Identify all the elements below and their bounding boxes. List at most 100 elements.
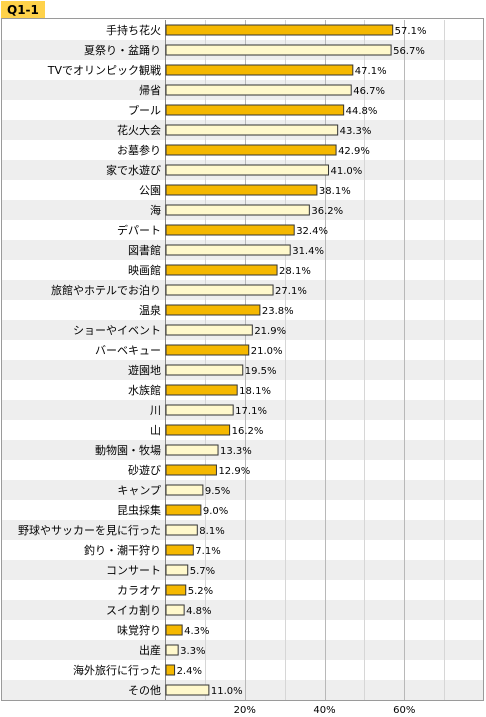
value-label: 42.9% (338, 146, 370, 157)
category-label: 温泉 (139, 303, 161, 317)
bar (165, 584, 187, 596)
category-label: 山 (150, 424, 161, 437)
bar (165, 664, 176, 676)
row-background (1, 400, 484, 420)
value-label: 2.4% (177, 666, 202, 677)
value-label: 27.1% (275, 286, 307, 297)
category-label: 海外旅行に行った (73, 663, 161, 677)
category-label: 水族館 (128, 383, 161, 397)
value-label: 21.9% (254, 326, 286, 337)
bar (165, 284, 274, 296)
bar (165, 484, 204, 496)
chart-frame (1, 18, 484, 701)
bar (165, 564, 189, 576)
bar (165, 44, 392, 56)
value-label: 21.0% (251, 346, 283, 357)
value-label: 18.1% (239, 386, 271, 397)
question-label: Q1-1 (1, 1, 45, 19)
category-label: 出産 (139, 643, 161, 657)
category-label: TVでオリンピック観戦 (47, 63, 161, 77)
category-label: 砂遊び (128, 463, 161, 477)
category-label: 手持ち花火 (106, 23, 161, 37)
row-background (1, 600, 484, 620)
bar (165, 164, 329, 176)
category-label: 川 (150, 404, 161, 417)
value-label: 8.1% (199, 526, 224, 537)
value-label: 31.4% (292, 246, 324, 257)
category-label: お墓参り (117, 143, 161, 157)
x-tick-label: 20% (234, 705, 256, 716)
category-label: 旅館やホテルでお泊り (51, 283, 161, 297)
category-label: 花火大会 (117, 123, 161, 137)
value-label: 28.1% (279, 266, 311, 277)
bar (165, 604, 185, 616)
category-label: コンサート (106, 564, 161, 577)
category-label: 昆虫採集 (117, 503, 161, 517)
category-label: 夏祭り・盆踊り (84, 43, 161, 57)
value-label: 11.0% (211, 686, 243, 697)
value-label: 4.8% (186, 606, 211, 617)
bar (165, 424, 231, 436)
bar (165, 204, 310, 216)
value-label: 3.3% (180, 646, 205, 657)
bar (165, 504, 202, 516)
bar (165, 24, 394, 36)
bar (165, 684, 210, 696)
bar (165, 104, 345, 116)
category-label: スイカ割り (106, 603, 161, 617)
value-label: 36.2% (311, 206, 343, 217)
bar (165, 184, 318, 196)
value-label: 16.2% (232, 426, 264, 437)
category-label: ショーやイベント (73, 324, 161, 337)
value-label: 9.0% (203, 506, 228, 517)
row-background (1, 480, 484, 500)
bar (165, 244, 291, 256)
bar (165, 144, 337, 156)
bar (165, 364, 244, 376)
category-label: 映画館 (128, 263, 161, 277)
category-label: 図書館 (128, 243, 161, 257)
bar (165, 124, 339, 136)
bar (165, 384, 238, 396)
category-label: 動物園・牧場 (95, 443, 161, 457)
value-label: 41.0% (330, 166, 362, 177)
bar (165, 344, 250, 356)
bar (165, 464, 217, 476)
value-label: 17.1% (235, 406, 267, 417)
value-label: 19.5% (245, 366, 277, 377)
category-label: 釣り・潮干狩り (84, 543, 161, 557)
bar (165, 324, 253, 336)
bar (165, 224, 295, 236)
value-label: 43.3% (340, 126, 372, 137)
bar (165, 524, 198, 536)
value-label: 12.9% (218, 466, 250, 477)
bar (165, 624, 183, 636)
bar (165, 544, 194, 556)
category-label: 野球やサッカーを見に行った (18, 523, 161, 537)
category-label: 海 (150, 203, 161, 217)
value-label: 5.2% (188, 586, 213, 597)
value-label: 32.4% (296, 226, 328, 237)
value-label: 46.7% (353, 86, 385, 97)
value-label: 47.1% (355, 66, 387, 77)
value-label: 38.1% (319, 186, 351, 197)
row-background (1, 680, 484, 700)
category-label: 家で水遊び (106, 163, 161, 177)
category-label: 公園 (139, 184, 161, 197)
bar (165, 84, 352, 96)
category-label: キャンプ (117, 484, 161, 497)
bar (165, 64, 354, 76)
bar (165, 644, 179, 656)
bar (165, 264, 278, 276)
category-label: 帰省 (139, 84, 161, 97)
category-label: バーベキュー (95, 344, 161, 357)
x-tick-label: 60% (393, 705, 415, 716)
category-label: カラオケ (117, 584, 161, 597)
category-label: その他 (128, 684, 161, 697)
x-tick-label: 40% (313, 705, 335, 716)
value-label: 13.3% (220, 446, 252, 457)
value-label: 5.7% (190, 566, 215, 577)
value-label: 56.7% (393, 46, 425, 57)
value-label: 44.8% (346, 106, 378, 117)
